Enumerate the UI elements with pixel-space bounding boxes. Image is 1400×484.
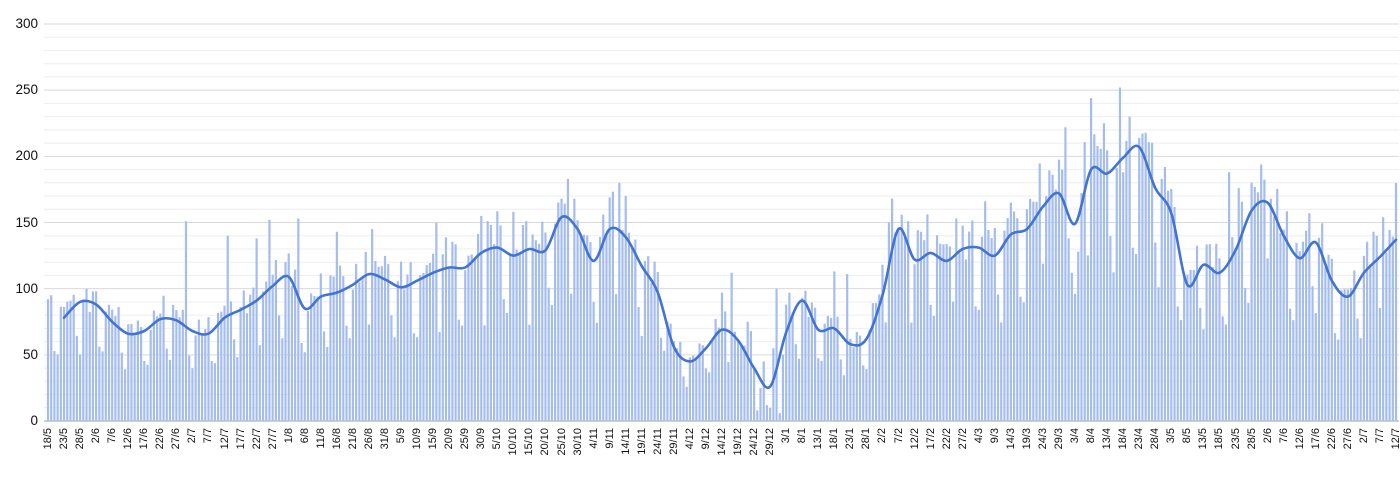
x-axis-label: 12/7	[1390, 428, 1400, 450]
y-axis-label: 150	[15, 214, 38, 230]
x-axis-label: 23/5	[58, 428, 71, 450]
x-axis-label: 27/7	[266, 428, 279, 450]
x-axis-label: 23/5	[1229, 428, 1242, 450]
x-axis-label: 2/2	[876, 428, 889, 444]
x-axis-label: 6/8	[298, 428, 311, 444]
x-axis-label: 24/11	[651, 428, 664, 455]
x-axis-label: 10/9	[411, 428, 424, 450]
x-axis-label: 2/6	[1261, 428, 1274, 444]
x-axis-label: 22/7	[250, 428, 263, 450]
x-axis-label: 18/5	[42, 428, 54, 450]
x-axis-label: 18/4	[1117, 428, 1130, 450]
x-axis-label: 14/12	[716, 428, 728, 456]
x-axis-label: 20/10	[539, 428, 552, 456]
x-axis-label: 12/7	[218, 428, 231, 450]
x-axis-label: 21/8	[346, 428, 359, 450]
x-axis-label: 20/9	[443, 428, 456, 450]
x-axis-label: 7/6	[106, 428, 119, 444]
y-axis-label: 200	[15, 148, 38, 164]
y-axis-label: 300	[15, 16, 38, 31]
x-axis-label: 23/4	[1133, 428, 1146, 450]
y-axis-label: 0	[30, 413, 38, 428]
x-axis-label: 17/6	[138, 428, 151, 450]
x-axis-label: 22/2	[940, 428, 953, 450]
y-axis-label: 50	[22, 346, 38, 362]
x-axis-label: 13/4	[1101, 428, 1114, 450]
x-axis-label: 3/4	[1069, 428, 1082, 444]
x-axis-label: 2/7	[1357, 428, 1370, 444]
x-axis-label: 29/3	[1053, 428, 1065, 450]
x-axis-label: 4/3	[972, 428, 985, 444]
x-axis-label: 4/11	[587, 428, 600, 449]
x-axis-label: 3/5	[1165, 428, 1178, 444]
x-axis-label: 22/6	[1325, 428, 1338, 450]
x-axis-label: 12/2	[908, 428, 921, 450]
x-axis-label: 25/9	[459, 428, 472, 450]
x-axis-label: 24/12	[748, 428, 761, 456]
x-axis-label: 30/9	[475, 428, 488, 450]
x-axis-label: 17/6	[1309, 428, 1322, 450]
x-axis-label: 1/8	[282, 428, 295, 444]
x-axis-label: 15/9	[427, 428, 440, 450]
x-axis-label: 14/3	[1004, 428, 1017, 450]
x-axis-label: 19/11	[635, 428, 648, 455]
x-axis-label: 28/1	[860, 428, 873, 450]
x-axis-label: 27/6	[1341, 428, 1354, 450]
x-axis-label: 2/6	[90, 428, 103, 444]
x-axis-label: 14/11	[619, 428, 632, 455]
x-axis-label: 25/10	[555, 428, 568, 456]
bars-layer	[46, 87, 1398, 422]
x-axis-label: 19/12	[732, 428, 745, 456]
x-axis-label: 8/4	[1085, 428, 1098, 444]
x-axis-label: 12/6	[122, 428, 135, 450]
x-axis-label: 10/10	[507, 428, 520, 456]
x-axis-label: 16/8	[330, 428, 343, 450]
x-axis-label: 19/3	[1020, 428, 1033, 450]
x-axis-label: 28/4	[1149, 428, 1162, 450]
x-axis-label: 9/11	[603, 428, 616, 449]
x-axis-label: 27/2	[956, 428, 969, 450]
x-axis-label: 29/12	[764, 428, 777, 456]
x-axis-label: 9/3	[988, 428, 1001, 444]
x-axis-label: 8/5	[1181, 428, 1194, 444]
x-axis-label: 7/7	[1373, 428, 1386, 444]
x-axis-label: 13/1	[812, 428, 825, 450]
x-axis-label: 5/9	[395, 428, 408, 444]
x-axis-label: 11/8	[314, 428, 327, 449]
x-axis-label: 28/5	[1245, 428, 1258, 450]
x-axis-label: 30/10	[571, 428, 584, 456]
x-axis-label: 22/6	[154, 428, 167, 450]
x-axis-label: 18/5	[1213, 428, 1226, 450]
x-axis-label: 9/12	[699, 428, 712, 450]
x-axis-label: 7/6	[1277, 428, 1290, 444]
x-axis-label: 23/1	[844, 428, 857, 450]
x-axis-label: 5/10	[491, 428, 504, 450]
x-axis-label: 7/7	[202, 428, 215, 444]
x-axis-label: 29/11	[667, 428, 680, 455]
moving-average-line	[62, 144, 1398, 390]
x-axis-label: 4/12	[683, 428, 696, 450]
x-axis-label: 26/8	[362, 428, 375, 450]
x-axis-label: 31/8	[379, 428, 391, 450]
x-axis-label: 7/2	[892, 428, 905, 444]
x-axis-label: 24/3	[1036, 428, 1049, 450]
x-axis-label: 8/1	[796, 428, 809, 444]
x-axis-label: 27/6	[170, 428, 183, 450]
x-axis-label: 28/5	[74, 428, 87, 450]
x-axis-label: 12/6	[1293, 428, 1306, 450]
x-axis-label: 3/1	[780, 428, 793, 444]
x-axis-label: 13/5	[1197, 428, 1210, 450]
x-axis-label: 2/7	[186, 428, 199, 444]
x-axis-label: 17/7	[234, 428, 247, 450]
x-axis-label: 18/1	[828, 428, 841, 450]
x-axis-label: 17/2	[924, 428, 937, 450]
y-axis-label: 250	[15, 82, 38, 98]
y-axis-label: 100	[15, 280, 38, 296]
x-axis-label: 15/10	[523, 428, 536, 456]
